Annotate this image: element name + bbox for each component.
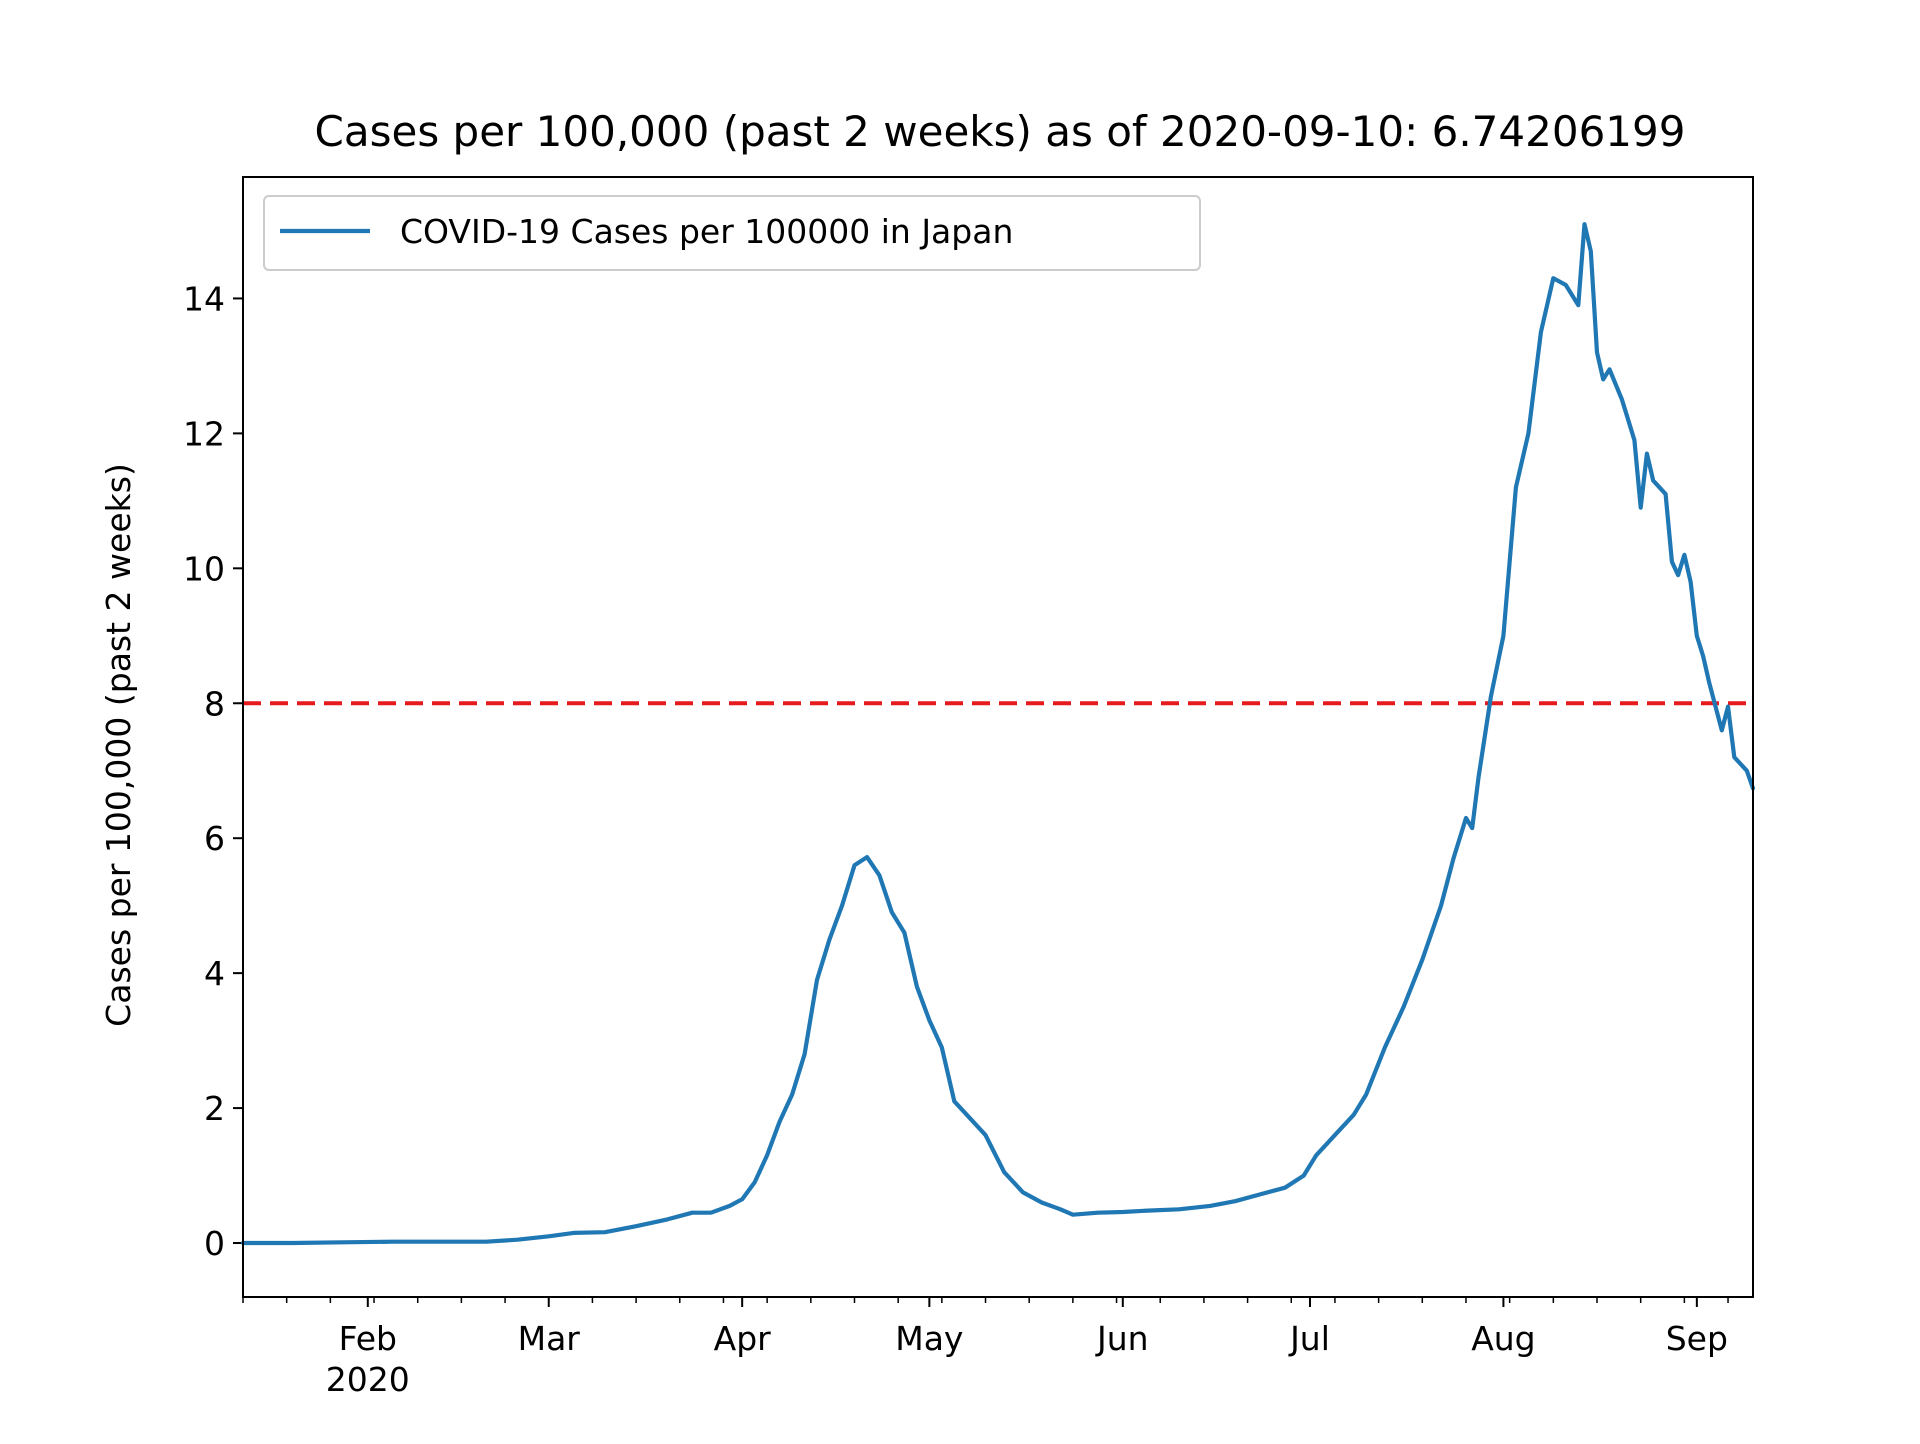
x-tick-label: Sep [1666, 1319, 1728, 1358]
legend: COVID-19 Cases per 100000 in Japan [263, 195, 1201, 271]
y-tick-label: 14 [183, 279, 225, 318]
plot-frame [242, 176, 1754, 1298]
y-tick-label: 2 [204, 1089, 225, 1128]
y-tick-label: 0 [204, 1224, 225, 1263]
x-tick-label: May [895, 1319, 963, 1358]
chart-title: Cases per 100,000 (past 2 weeks) as of 2… [315, 107, 1686, 156]
x-tick-label: Apr [714, 1319, 772, 1358]
y-axis-label: Cases per 100,000 (past 2 weeks) [99, 463, 138, 1027]
x-tick-label: Jun [1095, 1319, 1149, 1358]
y-tick-label: 10 [183, 549, 225, 588]
x-tick-label: Aug [1471, 1319, 1535, 1358]
y-tick-label: 6 [204, 819, 225, 858]
y-tick-label: 12 [183, 414, 225, 453]
x-tick-label: Mar [518, 1319, 581, 1358]
legend-box [263, 195, 1201, 271]
x-tick-label: Jul [1288, 1319, 1330, 1358]
x-tick-sublabel: 2020 [326, 1360, 410, 1399]
y-tick-label: 8 [204, 684, 225, 723]
y-tick-label: 4 [204, 954, 225, 993]
y-axis-ticks: 0 2 4 6 8 10 12 14 [183, 279, 243, 1263]
series-line-japan [240, 222, 1756, 1246]
x-tick-label: Feb [339, 1319, 397, 1358]
legend-label: COVID-19 Cases per 100000 in Japan [400, 212, 1013, 251]
